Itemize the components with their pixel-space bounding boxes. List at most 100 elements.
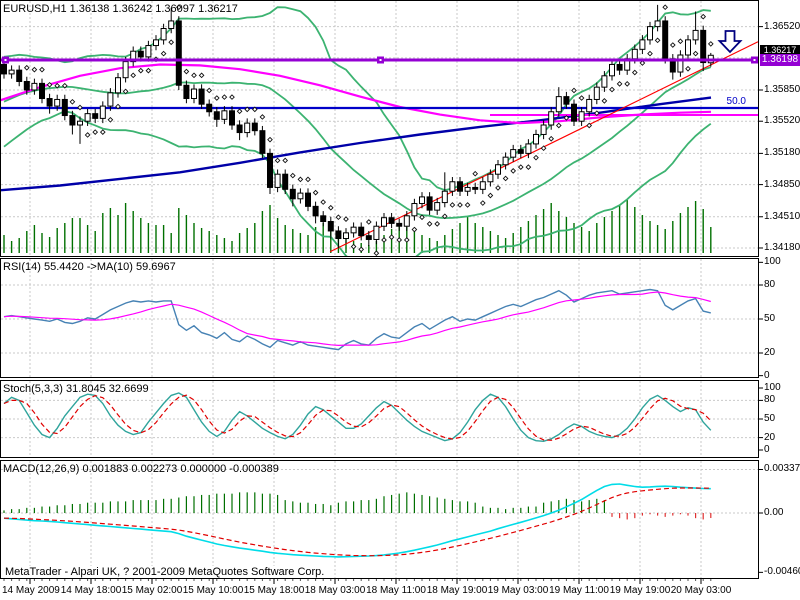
ma-magenta [1, 63, 712, 125]
pane-border [0, 460, 759, 579]
price-axis-label: 1.34850 [764, 178, 800, 190]
candle-body [540, 124, 547, 135]
sar-dot [624, 81, 631, 87]
candle-body [122, 61, 129, 79]
sar-dot [23, 64, 30, 71]
candle-body [350, 226, 357, 234]
candle-body [267, 152, 273, 188]
time-axis-label: 18 May 11:00 [366, 585, 426, 596]
sto-pane[interactable] [1, 381, 758, 457]
candle-body [578, 111, 585, 122]
time-axis-label: 18 May 19:00 [426, 585, 488, 596]
candle-body [335, 230, 342, 240]
sar-dot [434, 221, 441, 227]
candle-body [464, 186, 471, 192]
sar-dot [244, 106, 251, 113]
sar-dot [115, 103, 121, 110]
mac-pane[interactable] [1, 461, 758, 578]
candle-body [130, 50, 137, 63]
sar-dot [320, 199, 327, 205]
sar-dot [631, 69, 638, 76]
candle-body [343, 232, 349, 240]
candle-body [586, 98, 593, 113]
candle-body [502, 156, 509, 166]
sar-dot [358, 246, 365, 253]
candle-body [77, 120, 83, 126]
indicator-axis-label: 20 [764, 346, 776, 358]
candle-body [175, 20, 182, 86]
sar-dot [99, 129, 106, 135]
candle-body [31, 82, 38, 91]
candle-body [221, 110, 228, 120]
sar-dot [46, 81, 53, 88]
pane-border [0, 0, 759, 257]
copyright-text: MetaTrader - Alpari UK, ? 2001-2009 Meta… [3, 566, 327, 578]
candle-body [312, 205, 319, 217]
bollinger-lower [3, 110, 712, 256]
sar-dot [540, 145, 547, 152]
time-axis-label: 14 May 2009 [2, 585, 60, 596]
candle-body [677, 54, 684, 73]
candle-body [259, 130, 266, 154]
indicator-axis-label: 80 [764, 279, 776, 290]
level-50-label: 50.0 [726, 96, 746, 107]
candle-body [213, 111, 220, 120]
sar-dot [669, 42, 676, 48]
candle-body [654, 20, 661, 28]
sar-dot [137, 67, 144, 74]
sar-dot [563, 115, 570, 121]
sar-dot [662, 4, 669, 11]
sar-dot [312, 189, 319, 196]
hline-price-marker[interactable]: 1.36198 [760, 54, 800, 66]
ma-navy [1, 96, 712, 192]
sar-dot [647, 50, 653, 57]
sar-dot [388, 234, 395, 240]
candle-body [229, 110, 235, 126]
sar-dot [707, 41, 714, 47]
sar-dot [365, 219, 372, 225]
candle-body [191, 88, 197, 100]
candle-body [411, 203, 418, 217]
candle-body [593, 86, 600, 100]
sar-dot [251, 106, 258, 113]
candle-body [289, 188, 296, 200]
candle-body [373, 225, 380, 240]
rsi-pane[interactable] [1, 259, 758, 377]
stoch-indicator-label: Stoch(5,3,3) 31.8045 32.6699 [3, 383, 149, 395]
sar-dot [441, 213, 448, 220]
candle-body [571, 103, 577, 122]
sar-dot [289, 172, 296, 179]
candle-body [700, 29, 707, 64]
time-axis-label: 18 May 03:00 [304, 585, 366, 596]
pane-border [0, 258, 759, 378]
sar-dot [403, 237, 410, 243]
time-axis-label: 15 May 02:00 [121, 585, 183, 596]
down-arrow-icon[interactable] [717, 30, 743, 54]
sar-dot [533, 154, 539, 161]
price-axis-label: 1.34510 [764, 210, 800, 222]
sar-dot [692, 50, 699, 57]
sar-dot [548, 135, 555, 142]
price-axis-label: 1.36520 [764, 20, 800, 32]
candle-body [616, 63, 623, 71]
candle-body [297, 192, 304, 200]
sar-dot [685, 65, 691, 72]
price-axis-label: 1.35520 [764, 115, 800, 127]
sar-dot [236, 108, 243, 115]
candle-body [115, 77, 121, 94]
sar-dot [221, 94, 228, 100]
candle-body [358, 226, 365, 237]
sar-dot [525, 164, 532, 170]
candle-body [160, 28, 167, 41]
indicator-axis-label: -0.00460 [764, 566, 800, 578]
sar-dot [84, 132, 91, 138]
indicator-axis-label: 100 [764, 382, 781, 393]
candle-body [487, 173, 494, 183]
bollinger-middle [3, 66, 712, 220]
main-pane[interactable] [0, 1, 758, 275]
candle-body [69, 115, 76, 126]
sar-dot [464, 202, 471, 208]
candle-body [168, 20, 175, 30]
sar-dot [396, 237, 403, 243]
